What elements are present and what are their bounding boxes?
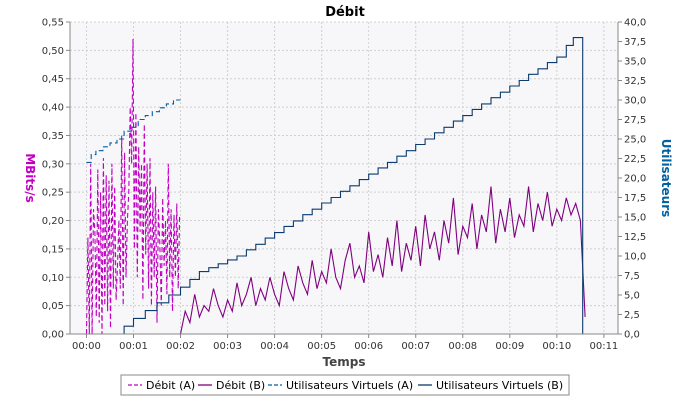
y-left-tick-label: 0,20 (42, 216, 64, 227)
y-left-tick-label: 0,35 (42, 131, 64, 142)
legend-item: Utilisateurs Virtuels (B) (436, 379, 563, 392)
chart-title: Débit (325, 5, 365, 20)
y-axis-right-label: Utilisateurs (659, 139, 673, 218)
axes: 0,00 0,05 0,10 0,15 0,20 0,25 0,30 0,35 0,40 0,45… (42, 18, 647, 353)
y-right-tick-label: 2,5 (624, 310, 640, 321)
legend-item: Débit (A) (146, 379, 195, 392)
x-tick-label: 00:08 (448, 341, 477, 352)
y-right-tick-label: 40,0 (624, 18, 646, 29)
x-tick-label: 00:02 (166, 341, 195, 352)
y-right-tick-label: 27,5 (624, 115, 646, 126)
y-left-tick-label: 0,45 (42, 74, 64, 85)
x-tick-label: 00:09 (495, 341, 524, 352)
y-right-tick-label: 32,5 (624, 76, 646, 87)
legend-item: Utilisateurs Virtuels (A) (286, 379, 413, 392)
y-left-tick-label: 0,10 (42, 273, 64, 284)
y-right-tick-label: 0,0 (624, 330, 640, 341)
y-left-tick-label: 0,55 (42, 18, 64, 29)
y-right-tick-label: 35,0 (624, 57, 646, 68)
y-right-tick-label: 7,5 (624, 271, 640, 282)
x-tick-label: 00:06 (354, 341, 383, 352)
x-tick-label: 00:04 (260, 341, 289, 352)
y-left-tick-label: 0,00 (42, 330, 64, 341)
legend-item: Débit (B) (216, 379, 265, 392)
x-axis-label: Temps (323, 355, 366, 369)
y-right-tick-label: 25,0 (624, 135, 646, 146)
x-tick-label: 00:05 (307, 341, 336, 352)
x-tick-label: 00:03 (213, 341, 242, 352)
y-right-tick-label: 20,0 (624, 174, 646, 185)
series-line-3 (112, 37, 584, 335)
y-right-tick-label: 37,5 (624, 37, 646, 48)
y-left-tick-label: 0,15 (42, 244, 64, 255)
y-left-tick-label: 0,30 (42, 159, 64, 170)
y-right-tick-label: 17,5 (624, 193, 646, 204)
y-left-tick-label: 0,05 (42, 301, 64, 312)
legend: Débit (A) Débit (B) Utilisateurs Virtuels … (120, 374, 570, 396)
x-tick-label: 00:01 (119, 341, 148, 352)
x-tick-label: 00:10 (542, 341, 571, 352)
x-tick-label: 00:11 (589, 341, 618, 352)
y-right-tick-label: 10,0 (624, 252, 646, 263)
y-right-tick-label: 30,0 (624, 96, 646, 107)
x-tick-label: 00:07 (401, 341, 430, 352)
series-line-2 (86, 99, 181, 163)
y-right-tick-label: 15,0 (624, 213, 646, 224)
y-right-tick-label: 22,5 (624, 154, 646, 165)
grid (70, 21, 618, 335)
y-right-tick-label: 12,5 (624, 232, 646, 243)
series-line-1 (179, 186, 586, 335)
y-left-tick-label: 0,25 (42, 188, 64, 199)
y-left-tick-label: 0,40 (42, 103, 64, 114)
y-axis-left-label: MBits/s (23, 153, 37, 203)
plot-area (70, 22, 618, 334)
y-left-tick-label: 0,50 (42, 46, 64, 57)
x-tick-label: 00:00 (72, 341, 101, 352)
y-right-tick-label: 5,0 (624, 291, 640, 302)
